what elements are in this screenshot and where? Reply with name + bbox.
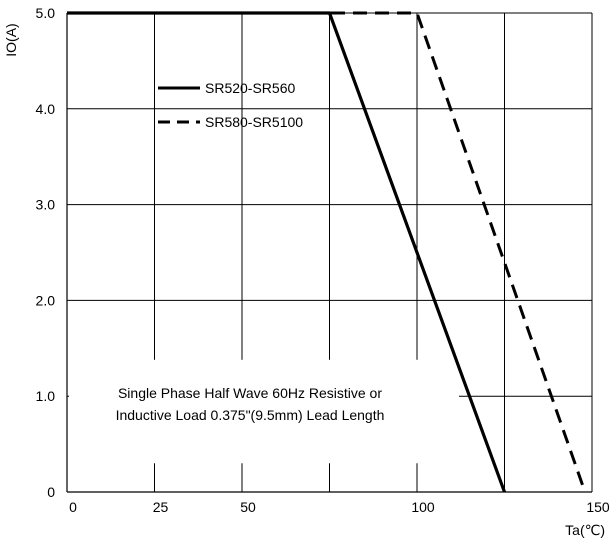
y-tick-label: 2.0 <box>36 292 56 308</box>
annotation-line-1: Single Phase Half Wave 60Hz Resistive or <box>118 385 382 401</box>
legend: SR520-SR560 SR580-SR5100 <box>158 80 303 130</box>
legend-label-2: SR580-SR5100 <box>205 114 303 130</box>
x-tick-label: 25 <box>153 499 169 515</box>
annotation-background <box>69 359 459 464</box>
y-axis-label: IO(A) <box>3 23 19 56</box>
series-layer <box>67 11 587 493</box>
x-tick-label: 150 <box>586 499 610 515</box>
annotation-line-2: Inductive Load 0.375"(9.5mm) Lead Length <box>116 407 385 423</box>
y-tick-label: 3.0 <box>36 197 56 213</box>
y-tick-label: 1.0 <box>36 388 56 404</box>
x-tick-label: 50 <box>240 499 256 515</box>
x-tick-label: 100 <box>411 499 435 515</box>
series-line-1 <box>67 11 507 493</box>
y-tick-label: 5.0 <box>36 5 56 21</box>
x-tick-label: 0 <box>69 499 77 515</box>
y-tick-label: 0 <box>47 484 55 500</box>
x-axis-label: Ta(℃) <box>565 522 605 538</box>
legend-label-1: SR520-SR560 <box>205 80 295 96</box>
tick-labels: 0 1.0 2.0 3.0 4.0 5.0 0 25 50 100 150 <box>36 5 610 515</box>
y-tick-label: 4.0 <box>36 101 56 117</box>
series-line-2 <box>67 11 587 493</box>
